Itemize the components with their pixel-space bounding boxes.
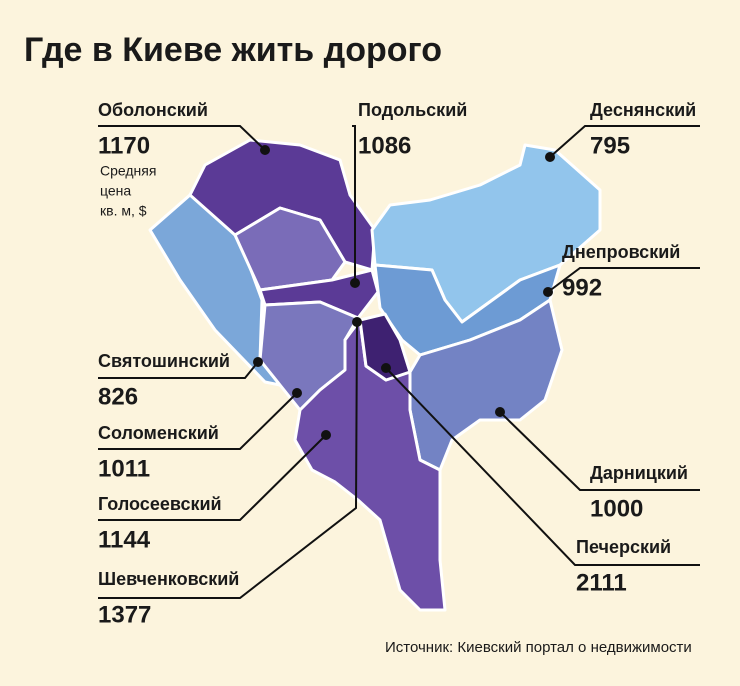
leader-line: [549, 125, 700, 158]
district-price: 1086: [358, 132, 411, 159]
district-name: Голосеевский: [98, 494, 222, 514]
district-price: 826: [98, 383, 138, 410]
district-name: Святошинский: [98, 351, 230, 371]
district-price: 2111: [576, 569, 627, 596]
district-name: Днепровский: [562, 242, 680, 262]
leader-line: [98, 321, 358, 599]
district-name: Подольский: [358, 100, 467, 120]
district-name: Деснянский: [590, 100, 696, 120]
district-price: 795: [590, 132, 630, 159]
pechersky-area: [358, 312, 412, 382]
labels: Оболонский 1170 Подольский 1086 Деснянский 79…: [98, 100, 700, 628]
leader-line: [499, 411, 700, 491]
district-dot: [253, 357, 263, 367]
leader-line: [352, 125, 356, 283]
leader-line: [385, 367, 700, 566]
note-line: кв. м, $: [100, 203, 147, 219]
source: Источник: Киевский портал о недвижимости: [385, 639, 692, 656]
district-dot: [260, 145, 270, 155]
leader-line: [98, 361, 259, 379]
district-name: Оболонский: [98, 100, 208, 120]
district-dot: [350, 278, 360, 288]
map: [148, 138, 602, 612]
note-line: Средняя: [100, 163, 156, 179]
district-price: 1011: [98, 455, 150, 482]
district-dot: [352, 317, 362, 327]
district-price: 1000: [590, 495, 643, 522]
leader-line: [98, 125, 266, 151]
district-name: Печерский: [576, 537, 671, 557]
district-price: 992: [562, 274, 602, 301]
district-dot: [321, 430, 331, 440]
district-name: Дарницкий: [590, 463, 688, 483]
district-dot: [495, 407, 505, 417]
district-dot: [292, 388, 302, 398]
district-name: Шевченковский: [98, 569, 239, 589]
note-line: цена: [100, 183, 131, 199]
title: Где в Киеве жить дорого: [24, 31, 442, 69]
leader-line: [98, 434, 327, 521]
district-price: 1144: [98, 526, 151, 553]
district-dot: [381, 363, 391, 373]
district-dot: [545, 152, 555, 162]
leader-line: [547, 267, 700, 293]
district-name: Соломенский: [98, 423, 219, 443]
district-price: 1170: [98, 132, 150, 159]
district-dot: [543, 287, 553, 297]
district-price: 1377: [98, 601, 151, 628]
leader-line: [98, 392, 298, 450]
